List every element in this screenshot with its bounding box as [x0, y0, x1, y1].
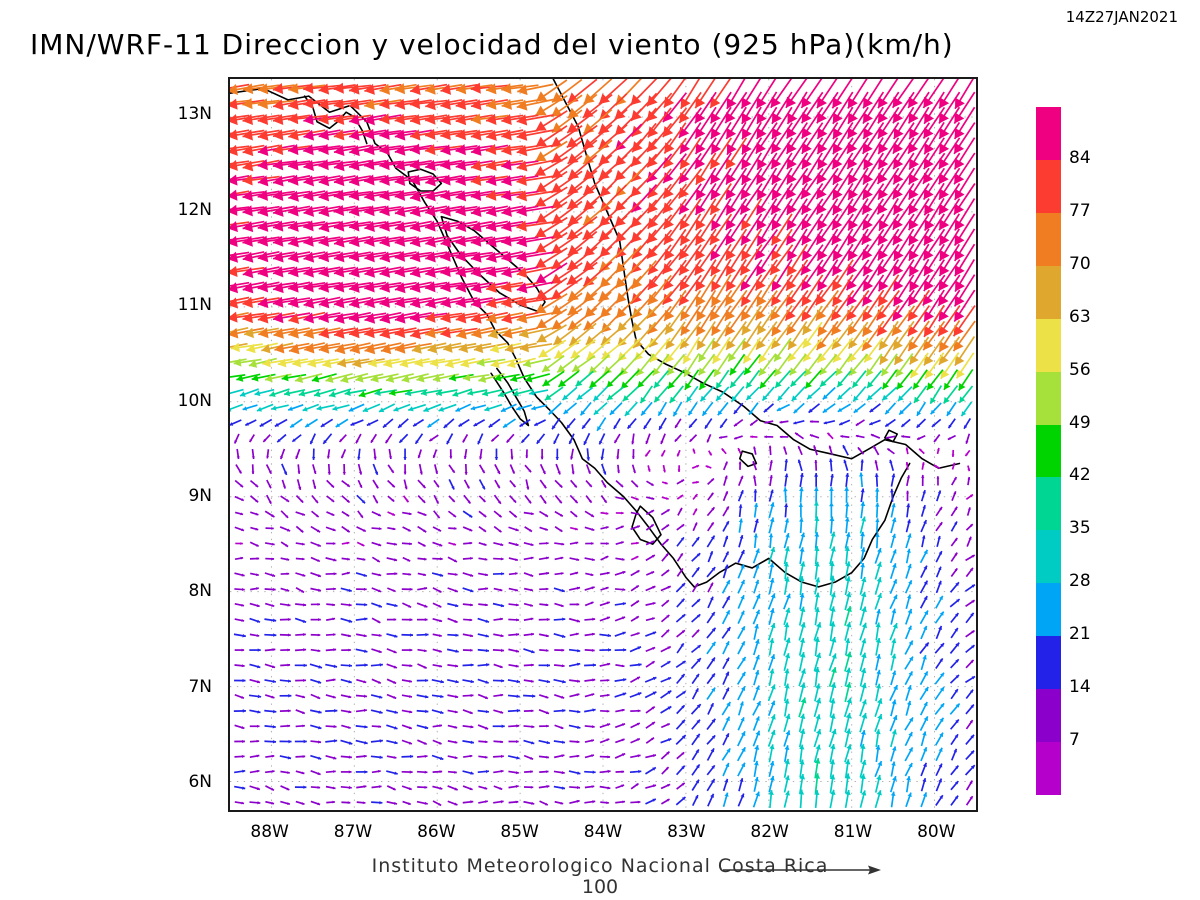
- wind-vector-plot[interactable]: [228, 77, 978, 812]
- y-tick-label: 8N: [188, 581, 212, 602]
- colorbar-band: [1036, 583, 1061, 637]
- coastline: [738, 450, 758, 468]
- x-tick-label: 85W: [500, 822, 539, 842]
- coastline: [490, 367, 530, 427]
- colorbar-band: [1036, 636, 1061, 690]
- y-tick-label: 10N: [177, 390, 212, 411]
- colorbar-tick-label: 63: [1069, 306, 1091, 327]
- coastline: [631, 505, 662, 545]
- wind-arrows-layer: [230, 79, 976, 809]
- vector-field-canvas: [230, 79, 976, 810]
- colorbar-band: [1036, 265, 1061, 319]
- colorbar-band: [1036, 212, 1061, 266]
- y-tick-label: 9N: [188, 486, 212, 506]
- colorbar-tick-label: 14: [1069, 677, 1091, 698]
- coastline: [693, 462, 911, 588]
- x-tick-label: 84W: [583, 822, 623, 842]
- footer-credit: Instituto Meteorologico Nacional Costa R…: [371, 855, 829, 877]
- reference-vector-label: 100: [581, 876, 619, 898]
- colorbar-band: [1036, 107, 1061, 160]
- x-tick-label: 81W: [833, 822, 873, 842]
- y-tick-label: 13N: [177, 104, 212, 125]
- colorbar-band: [1036, 530, 1061, 584]
- colorbar-tick-label: 28: [1069, 571, 1091, 592]
- x-tick-label: 80W: [917, 822, 956, 842]
- colorbar-tick-label: 49: [1069, 412, 1091, 433]
- colorbar-band: [1036, 371, 1061, 425]
- coastline: [407, 168, 443, 192]
- colorbar-tick-label: 35: [1069, 518, 1091, 539]
- x-tick-label: 83W: [667, 822, 706, 842]
- y-tick-label: 6N: [188, 772, 212, 793]
- coastline: [440, 215, 546, 313]
- colorbar-band: [1036, 424, 1061, 478]
- reference-vector-icon: [723, 865, 881, 875]
- colorbar-band: [1036, 159, 1061, 213]
- colorbar-band: [1036, 742, 1061, 795]
- y-tick-label: 11N: [177, 295, 212, 316]
- colorbar-tick-label: 7: [1069, 730, 1080, 751]
- y-tick-label: 7N: [188, 676, 212, 697]
- x-tick-label: 86W: [417, 822, 456, 842]
- x-tick-label: 88W: [250, 822, 289, 842]
- page-title: IMN/WRF-11 Direccion y velocidad del vie…: [30, 28, 954, 61]
- colorbar-band: [1036, 318, 1061, 372]
- colorbar-band: [1036, 689, 1061, 743]
- run-timestamp: 14Z27JAN2021: [1065, 8, 1178, 26]
- colorbar-tick-label: 70: [1069, 253, 1091, 274]
- y-tick-label: 12N: [177, 199, 212, 220]
- colorbar-tick-label: 84: [1069, 147, 1091, 168]
- speed-colorbar[interactable]: [1036, 107, 1061, 795]
- x-tick-label: 87W: [333, 822, 373, 842]
- colorbar-tick-label: 21: [1069, 624, 1091, 645]
- colorbar-tick-label: 56: [1069, 359, 1091, 380]
- x-tick-label: 82W: [750, 822, 789, 842]
- coastline: [883, 429, 899, 443]
- colorbar-tick-label: 42: [1069, 465, 1091, 486]
- colorbar-band: [1036, 477, 1061, 531]
- colorbar-tick-label: 77: [1069, 200, 1091, 221]
